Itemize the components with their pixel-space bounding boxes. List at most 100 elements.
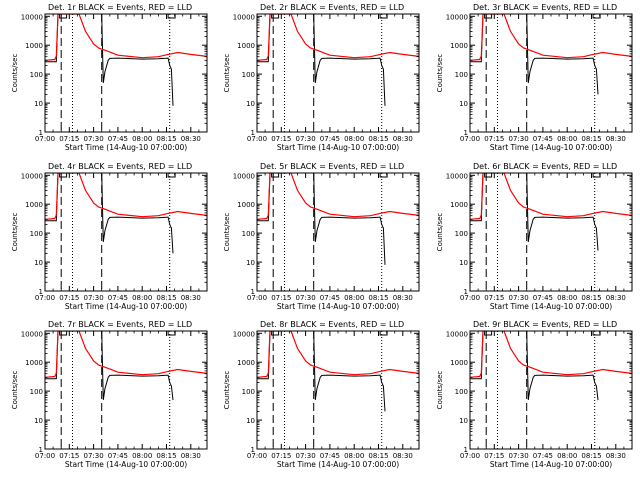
y-axis-label: Counts/sec — [436, 54, 444, 93]
plot-area — [45, 331, 207, 449]
x-tick-label: 08:00 — [557, 135, 577, 143]
panel-title: Det. 7r BLACK = Events, RED = LLD — [48, 320, 192, 329]
y-axis-label: Counts/sec — [223, 371, 231, 410]
y-tick-label: 1 — [251, 288, 255, 296]
x-axis-label: Start Time (14-Aug-10 07:00:00) — [490, 302, 612, 311]
y-axis-label: Counts/sec — [11, 54, 19, 93]
x-tick-label: 07:30 — [84, 294, 104, 302]
x-tick-label: 07:00 — [460, 452, 480, 460]
x-tick-label: 07:15 — [59, 135, 79, 143]
x-tick-label: 08:30 — [606, 294, 626, 302]
x-tick-label: 07:45 — [533, 135, 553, 143]
x-tick-label: 07:30 — [509, 452, 529, 460]
panel-7: Det. 7r BLACK = Events, RED = LLD 1 10 100 1… — [11, 320, 208, 469]
x-tick-label: 07:15 — [484, 135, 504, 143]
panel-title: Det. 1r BLACK = Events, RED = LLD — [48, 3, 192, 12]
panel-3: Det. 3r BLACK = Events, RED = LLD 1 10 100 1… — [436, 3, 633, 152]
x-tick-label: 07:45 — [320, 452, 340, 460]
panel-title: Det. 3r BLACK = Events, RED = LLD — [473, 3, 617, 12]
x-tick-label: 07:15 — [271, 135, 291, 143]
panel-2: Det. 2r BLACK = Events, RED = LLD 1 10 100 1… — [223, 3, 420, 152]
y-tick-label: 100 — [30, 71, 43, 79]
x-tick-label: 07:45 — [108, 135, 128, 143]
y-tick-label: 10 — [34, 417, 43, 425]
x-tick-label: 07:45 — [320, 135, 340, 143]
y-tick-label: 100 — [242, 388, 255, 396]
x-tick-label: 07:30 — [84, 452, 104, 460]
attenuator-marker — [379, 173, 388, 178]
panel-1: Det. 1r BLACK = Events, RED = LLD 1 10 100 1… — [11, 3, 208, 152]
x-tick-label: 07:00 — [35, 294, 55, 302]
y-tick-label: 10000 — [21, 172, 43, 180]
x-tick-label: 07:30 — [84, 135, 104, 143]
x-tick-label: 07:30 — [509, 135, 529, 143]
y-tick-label: 1 — [464, 129, 468, 137]
x-axis-label: Start Time (14-Aug-10 07:00:00) — [277, 302, 399, 311]
x-tick-label: 08:30 — [606, 452, 626, 460]
y-tick-label: 10000 — [21, 330, 43, 338]
events-series-line — [257, 173, 386, 265]
x-tick-label: 08:15 — [581, 135, 601, 143]
x-axis-label: Start Time (14-Aug-10 07:00:00) — [490, 460, 612, 469]
y-tick-label: 1000 — [25, 201, 43, 209]
x-tick-label: 08:30 — [393, 135, 413, 143]
plot-frame — [469, 330, 633, 450]
lld-series-line — [45, 173, 207, 220]
x-tick-label: 08:00 — [557, 452, 577, 460]
y-tick-label: 10 — [459, 100, 468, 108]
y-tick-label: 10000 — [21, 13, 43, 21]
x-tick-label: 07:15 — [271, 452, 291, 460]
lld-series-line — [470, 173, 632, 220]
plot-area — [45, 173, 207, 291]
y-tick-label: 100 — [30, 230, 43, 238]
y-tick-label: 10000 — [446, 330, 468, 338]
plot-area — [45, 14, 207, 132]
events-series-line — [45, 173, 174, 254]
x-tick-label: 08:30 — [393, 294, 413, 302]
plot-frame — [44, 330, 208, 450]
attenuator-marker — [271, 331, 280, 336]
y-tick-label: 10 — [246, 100, 255, 108]
x-tick-label: 08:15 — [156, 452, 176, 460]
y-tick-label: 100 — [455, 230, 468, 238]
panel-title: Det. 9r BLACK = Events, RED = LLD — [473, 320, 617, 329]
x-tick-label: 08:00 — [344, 452, 364, 460]
x-tick-label: 08:00 — [132, 294, 152, 302]
y-tick-label: 100 — [455, 388, 468, 396]
lld-series-line — [257, 173, 419, 220]
panel-4: Det. 4r BLACK = Events, RED = LLD 1 10 100 1… — [11, 162, 208, 311]
x-tick-label: 08:15 — [368, 452, 388, 460]
plot-frame — [469, 13, 633, 133]
panel-title: Det. 4r BLACK = Events, RED = LLD — [48, 162, 192, 171]
plot-frame — [256, 330, 420, 450]
attenuator-marker — [167, 14, 176, 19]
y-tick-label: 1 — [464, 288, 468, 296]
panel-title: Det. 5r BLACK = Events, RED = LLD — [260, 162, 404, 171]
y-tick-label: 10 — [459, 259, 468, 267]
x-tick-label: 08:30 — [181, 135, 201, 143]
plot-frame — [256, 13, 420, 133]
plot-area — [470, 331, 632, 449]
attenuator-marker — [167, 331, 176, 336]
x-tick-label: 08:15 — [368, 294, 388, 302]
lld-series-line — [45, 331, 207, 378]
x-tick-label: 08:00 — [344, 294, 364, 302]
plot-frame — [256, 172, 420, 292]
lld-series-line — [470, 14, 632, 61]
x-axis-label: Start Time (14-Aug-10 07:00:00) — [490, 143, 612, 152]
y-tick-label: 1 — [39, 288, 43, 296]
attenuator-marker — [592, 331, 601, 336]
plot-frame — [44, 13, 208, 133]
lld-series-line — [45, 14, 207, 61]
y-tick-label: 1000 — [237, 201, 255, 209]
y-tick-label: 100 — [242, 230, 255, 238]
x-tick-label: 07:45 — [533, 452, 553, 460]
attenuator-marker — [379, 14, 388, 19]
x-tick-label: 07:00 — [247, 294, 267, 302]
lld-series-line — [257, 331, 419, 378]
y-tick-label: 1000 — [237, 42, 255, 50]
x-tick-label: 07:00 — [460, 294, 480, 302]
y-axis-label: Counts/sec — [11, 371, 19, 410]
y-tick-label: 1000 — [25, 42, 43, 50]
y-tick-label: 10000 — [233, 330, 255, 338]
